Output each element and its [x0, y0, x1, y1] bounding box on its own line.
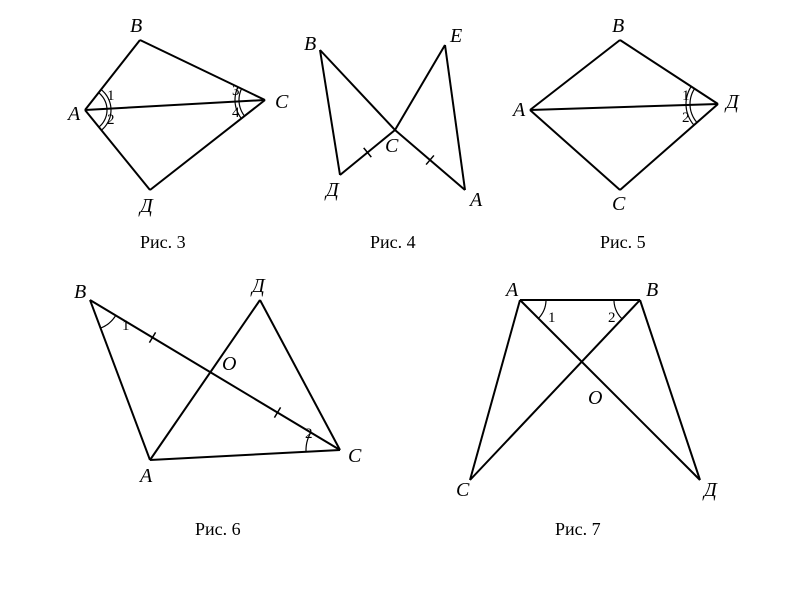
svg-text:B: B [646, 279, 658, 301]
svg-text:B: B [74, 281, 86, 303]
svg-text:A: A [66, 103, 81, 125]
svg-text:1: 1 [548, 310, 556, 326]
svg-text:Рис. 6: Рис. 6 [195, 519, 241, 539]
svg-text:B: B [304, 33, 316, 55]
svg-text:Рис. 3: Рис. 3 [140, 232, 186, 252]
svg-text:A: A [138, 465, 153, 487]
fig7-diagram: A B C Д O 1 2 Рис. 7 [456, 279, 718, 539]
svg-text:O: O [588, 387, 602, 409]
svg-text:C: C [348, 445, 362, 467]
svg-text:C: C [456, 479, 470, 501]
svg-text:Д: Д [324, 179, 340, 201]
svg-text:Д: Д [702, 479, 718, 501]
svg-text:A: A [504, 279, 519, 301]
svg-text:2: 2 [107, 112, 115, 128]
svg-text:Д: Д [138, 195, 154, 217]
fig4-diagram: B Д C E A Рис. 4 [304, 25, 483, 252]
svg-text:3: 3 [232, 83, 240, 99]
svg-text:Д: Д [250, 275, 266, 297]
svg-text:Рис. 5: Рис. 5 [600, 232, 646, 252]
svg-text:E: E [449, 25, 462, 47]
svg-text:2: 2 [682, 110, 690, 126]
svg-text:1: 1 [682, 88, 690, 104]
svg-text:C: C [612, 193, 626, 215]
svg-text:A: A [468, 189, 483, 211]
fig6-diagram: B A C Д O 1 2 Рис. 6 [74, 275, 362, 539]
svg-text:Рис. 7: Рис. 7 [555, 519, 601, 539]
svg-text:Д: Д [724, 91, 740, 113]
svg-text:C: C [385, 135, 399, 157]
svg-text:O: O [222, 353, 236, 375]
svg-text:B: B [612, 15, 624, 37]
fig3-diagram: A B C Д 1 2 3 4 Рис. 3 [66, 15, 289, 252]
svg-text:B: B [130, 15, 142, 37]
fig5-diagram: A B Д C 1 2 Рис. 5 [511, 15, 740, 252]
svg-text:2: 2 [608, 310, 616, 326]
svg-text:Рис. 4: Рис. 4 [370, 232, 416, 252]
svg-text:C: C [275, 91, 289, 113]
svg-text:A: A [511, 99, 526, 121]
geometry-figures: A B C Д 1 2 3 4 Рис. 3 B Д C E A Рис. 4 A B Д C 1 2 Рис. 5 B A C… [0, 0, 800, 600]
svg-text:4: 4 [232, 105, 240, 121]
svg-text:1: 1 [107, 88, 115, 104]
svg-text:1: 1 [122, 318, 130, 334]
svg-text:2: 2 [305, 426, 313, 442]
